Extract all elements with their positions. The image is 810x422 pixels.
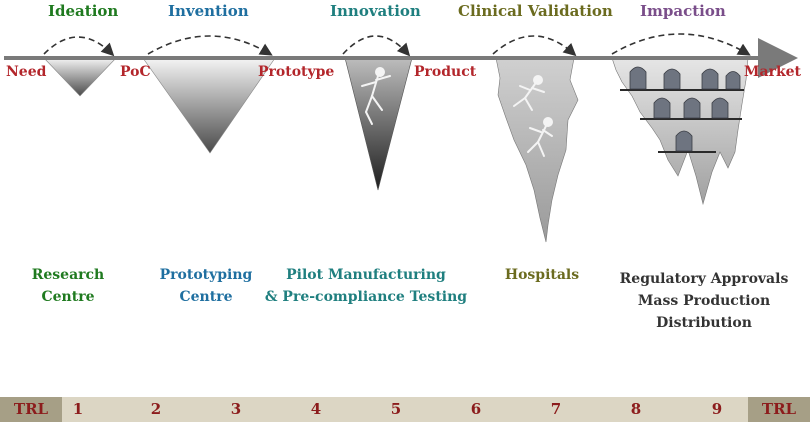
- centre-regulatory: Regulatory Approvals Mass Production Dis…: [614, 268, 794, 334]
- stage-title-innovation: Innovation: [330, 2, 421, 20]
- impaction-valley: [611, 57, 749, 206]
- centre-prototyping: Prototyping Centre: [146, 264, 266, 308]
- trl-level-2: 2: [150, 400, 162, 418]
- milestone-market: Market: [744, 64, 802, 80]
- impaction-arc: [611, 33, 751, 56]
- trl-level-7: 7: [550, 400, 562, 418]
- milestone-product: Product: [414, 64, 477, 80]
- clinical-validation-valley: [495, 57, 579, 243]
- stage-title-impaction: Impaction: [640, 2, 726, 20]
- trl-level-3: 3: [230, 400, 242, 418]
- centre-line: Mass Production: [637, 293, 771, 309]
- trl-label-left: TRL: [0, 397, 62, 422]
- milestone-poc: PoC: [120, 64, 151, 80]
- skeleton-icon: [513, 75, 545, 111]
- centre-line: Pilot Manufacturing: [286, 267, 446, 283]
- centre-line: Prototyping: [159, 267, 253, 283]
- centre-hospitals: Hospitals: [492, 264, 592, 286]
- valley-of-death-diagram: [4, 33, 798, 243]
- trl-bar: TRL 1 2 3 4 5 6 7 8 9 TRL: [0, 397, 810, 422]
- milestone-prototype: Prototype: [258, 64, 335, 80]
- centre-research: Research Centre: [18, 264, 118, 308]
- trl-level-1: 1: [72, 400, 84, 418]
- trl-level-4: 4: [310, 400, 322, 418]
- centre-pilot-manufacturing: Pilot Manufacturing & Pre-compliance Tes…: [256, 264, 476, 308]
- stage-title-clinical-validation: Clinical Validation: [458, 2, 613, 20]
- trl-label-right: TRL: [748, 397, 810, 422]
- invention-arc: [147, 35, 273, 56]
- centre-line: Distribution: [656, 315, 752, 331]
- trl-level-9: 9: [711, 400, 723, 418]
- stage-title-ideation: Ideation: [48, 2, 119, 20]
- innovation-arc: [342, 35, 411, 57]
- skeleton-icon: [361, 67, 391, 125]
- trl-level-8: 8: [630, 400, 642, 418]
- centre-line: Hospitals: [504, 267, 580, 283]
- centre-line: & Pre-compliance Testing: [264, 289, 468, 305]
- trl-level-6: 6: [470, 400, 482, 418]
- ideation-valley: [43, 57, 117, 97]
- centre-line: Centre: [179, 289, 233, 305]
- stage-title-invention: Invention: [168, 2, 249, 20]
- centre-line: Regulatory Approvals: [619, 271, 789, 287]
- skeleton-icon: [527, 117, 553, 157]
- centre-line: Centre: [41, 289, 95, 305]
- trl-level-5: 5: [390, 400, 402, 418]
- invention-valley: [142, 57, 276, 154]
- tombstone-icon: [629, 66, 741, 152]
- clinical-validation-arc: [492, 35, 577, 57]
- centre-line: Research: [31, 267, 105, 283]
- milestone-need: Need: [6, 64, 47, 80]
- ideation-arc: [43, 36, 115, 57]
